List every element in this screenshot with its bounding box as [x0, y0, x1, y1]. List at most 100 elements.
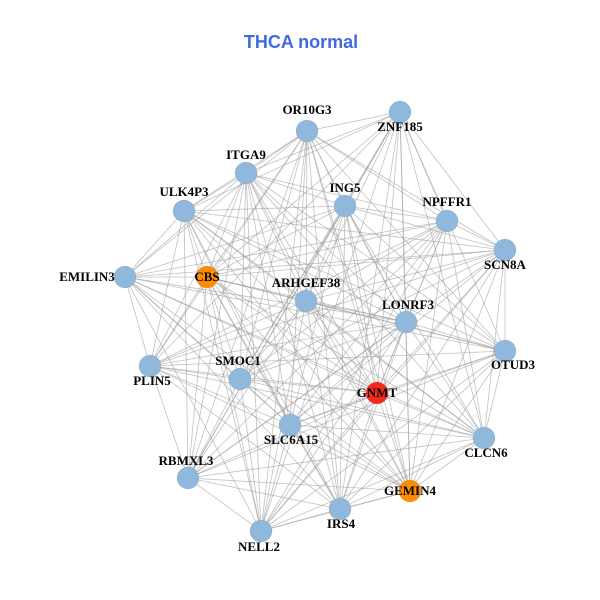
edge-CBS-GNMT — [206, 276, 378, 394]
edge-CLCN6-GEMIN4 — [409, 437, 485, 492]
edge-SCN8A-ARHGEF38 — [305, 249, 506, 302]
node-label-ARHGEF38: ARHGEF38 — [272, 275, 341, 290]
edge-CLCN6-RBMXL3 — [187, 437, 485, 479]
node-label-ITGA9: ITGA9 — [226, 147, 266, 162]
edge-ZNF185-CLCN6 — [399, 111, 485, 439]
edge-SCN8A-PLIN5 — [149, 249, 506, 367]
edge-CBS-SMOC1 — [206, 276, 241, 380]
edge-LONRF3-PLIN5 — [149, 321, 407, 367]
node-label-EMILIN3: EMILIN3 — [59, 269, 115, 284]
edge-ING5-GEMIN4 — [344, 205, 411, 492]
edge-SCN8A-CBS — [206, 249, 506, 278]
node-LONRF3: LONRF3 — [382, 297, 435, 334]
node-label-CBS: CBS — [194, 269, 219, 284]
edge-ULK4P3-CLCN6 — [183, 210, 485, 439]
edge-ZNF185-CBS — [206, 111, 401, 278]
edge-GNMT-GEMIN4 — [376, 392, 411, 492]
edge-ARHGEF38-IRS4 — [305, 300, 341, 510]
edge-EMILIN3-CLCN6 — [124, 276, 485, 439]
edge-SLC6A15-GEMIN4 — [289, 424, 411, 492]
node-circle-CBS — [195, 265, 219, 289]
edge-PLIN5-GNMT — [149, 365, 378, 394]
node-label-SMOC1: SMOC1 — [215, 353, 261, 368]
node-SMOC1: SMOC1 — [215, 353, 261, 391]
edge-ING5-SCN8A — [344, 205, 506, 251]
edge-CBS-GEMIN4 — [206, 276, 411, 492]
node-circle-PLIN5 — [138, 354, 162, 378]
node-label-PLIN5: PLIN5 — [133, 373, 171, 388]
edge-ULK4P3-IRS4 — [183, 210, 341, 510]
node-circle-IRS4 — [328, 497, 352, 521]
edge-ING5-GNMT — [344, 205, 378, 394]
node-label-ZNF185: ZNF185 — [377, 119, 423, 134]
edge-SMOC1-GEMIN4 — [239, 378, 411, 492]
edge-EMILIN3-OTUD3 — [124, 276, 506, 352]
edge-ULK4P3-SLC6A15 — [183, 210, 291, 426]
node-circle-GNMT — [365, 381, 389, 405]
edge-SLC6A15-NELL2 — [260, 424, 291, 532]
edge-ING5-NPFFR1 — [344, 205, 448, 222]
node-circle-ZNF185 — [388, 100, 412, 124]
node-circle-CLCN6 — [472, 426, 496, 450]
edge-GNMT-NELL2 — [260, 392, 378, 532]
node-circle-OR10G3 — [295, 119, 319, 143]
node-label-SLC6A15: SLC6A15 — [264, 432, 319, 447]
edge-SMOC1-NELL2 — [239, 378, 262, 532]
edge-ARHGEF38-CLCN6 — [305, 300, 485, 439]
edge-ULK4P3-EMILIN3 — [124, 210, 185, 278]
edge-LONRF3-CLCN6 — [405, 321, 485, 439]
edge-OR10G3-SCN8A — [306, 130, 506, 251]
edge-ARHGEF38-LONRF3 — [305, 300, 407, 323]
edge-ITGA9-GNMT — [245, 172, 378, 394]
edge-NPFFR1-SMOC1 — [239, 220, 448, 380]
edge-SMOC1-RBMXL3 — [187, 378, 241, 479]
edge-OTUD3-SLC6A15 — [289, 350, 506, 426]
edge-NPFFR1-RBMXL3 — [187, 220, 448, 479]
edge-SCN8A-SLC6A15 — [289, 249, 506, 426]
edge-SCN8A-CLCN6 — [483, 249, 506, 439]
node-ING5: ING5 — [329, 180, 361, 218]
edge-ARHGEF38-PLIN5 — [149, 300, 307, 367]
edge-OTUD3-CLCN6 — [483, 350, 506, 439]
node-IRS4: IRS4 — [327, 497, 356, 531]
edge-ULK4P3-ING5 — [183, 205, 346, 212]
node-label-GNMT: GNMT — [357, 385, 398, 400]
edge-SLC6A15-IRS4 — [289, 424, 341, 510]
edge-OTUD3-GEMIN4 — [409, 350, 506, 492]
edge-ING5-EMILIN3 — [124, 205, 346, 278]
edge-ULK4P3-CBS — [183, 210, 208, 278]
node-SCN8A: SCN8A — [484, 238, 527, 272]
edge-ITGA9-EMILIN3 — [124, 172, 247, 278]
edge-LONRF3-GEMIN4 — [405, 321, 411, 492]
edge-ARHGEF38-RBMXL3 — [187, 300, 307, 479]
node-OR10G3: OR10G3 — [282, 102, 332, 143]
edge-PLIN5-CLCN6 — [149, 365, 485, 439]
edge-EMILIN3-GEMIN4 — [124, 276, 411, 492]
node-circle-OTUD3 — [493, 339, 517, 363]
node-GNMT: GNMT — [357, 381, 398, 405]
node-label-CLCN6: CLCN6 — [464, 445, 508, 460]
edge-ARHGEF38-SMOC1 — [239, 300, 307, 380]
edge-ULK4P3-OTUD3 — [183, 210, 506, 352]
node-label-ING5: ING5 — [329, 180, 361, 195]
edge-GNMT-RBMXL3 — [187, 392, 378, 479]
edge-GNMT-SLC6A15 — [289, 392, 378, 426]
node-circle-NPFFR1 — [435, 209, 459, 233]
node-CLCN6: CLCN6 — [464, 426, 508, 460]
edge-OTUD3-IRS4 — [339, 350, 506, 510]
figure-title: THCA normal — [244, 32, 358, 52]
edge-EMILIN3-GNMT — [124, 276, 378, 394]
edge-ING5-OTUD3 — [344, 205, 506, 352]
node-circle-SLC6A15 — [278, 413, 302, 437]
edge-NPFFR1-ARHGEF38 — [305, 220, 448, 302]
node-circle-LONRF3 — [394, 310, 418, 334]
edge-GNMT-IRS4 — [339, 392, 378, 510]
edge-LONRF3-SLC6A15 — [289, 321, 407, 426]
edge-LONRF3-OTUD3 — [405, 321, 506, 352]
edge-ZNF185-OTUD3 — [399, 111, 506, 352]
edge-ULK4P3-RBMXL3 — [183, 210, 189, 479]
edge-PLIN5-SLC6A15 — [149, 365, 291, 426]
edge-CBS-RBMXL3 — [187, 276, 208, 479]
